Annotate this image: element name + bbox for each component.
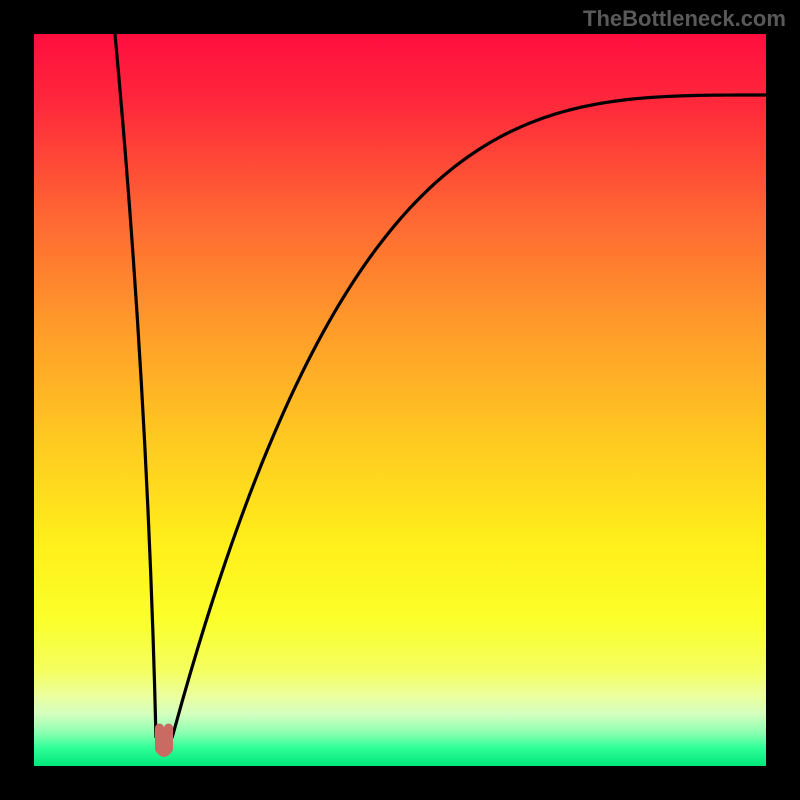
watermark-text: TheBottleneck.com — [583, 6, 786, 32]
chart-svg — [0, 0, 800, 800]
cusp-marker — [160, 728, 169, 752]
